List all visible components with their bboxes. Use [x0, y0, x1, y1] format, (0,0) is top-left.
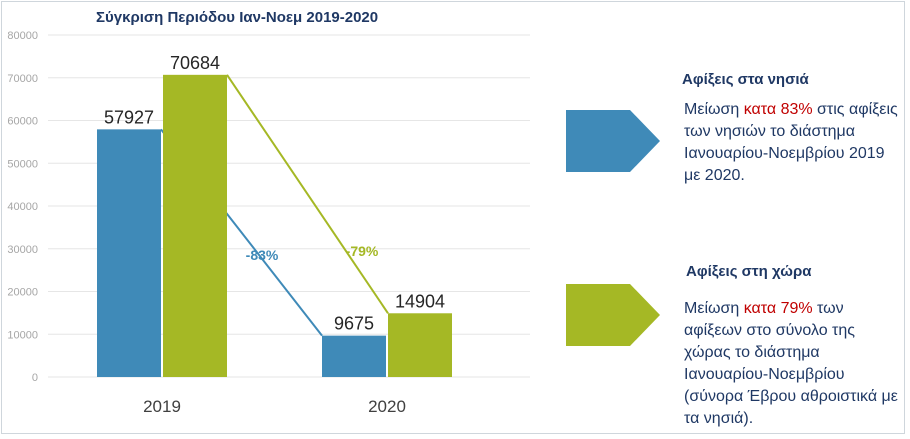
bar-chart: Σύγκριση Περιόδου Ιαν-Νοεμ 2019-2020 0 10…: [7, 9, 530, 416]
legend-islands-text-before: Μείωση: [684, 101, 744, 118]
legend-islands-text: Μείωση κατα 83% στις αφίξεις των νησιών …: [684, 99, 904, 187]
x-tick-label: 2020: [368, 397, 406, 416]
y-tick-label: 10000: [7, 329, 38, 341]
legend-islands-text-after: στις αφίξεις των νησιών το διάστημα Ιανο…: [684, 101, 898, 184]
change-label-0: -83%: [246, 247, 279, 263]
legend-country-text-after: των αφίξεων στο σύνολο της χώρας το διάσ…: [684, 300, 898, 427]
islands-arrow-icon: [566, 110, 660, 172]
legend-country: Αφίξεις στη χώρα Μείωση κατα 79% των αφί…: [566, 260, 906, 435]
data-label: 57927: [104, 107, 154, 127]
data-labels: 57927 9675 70684 14904 -83% -79%: [104, 53, 445, 334]
data-label: 9675: [334, 314, 374, 334]
legend-country-text-before: Μείωση: [684, 300, 744, 317]
y-tick-label: 20000: [7, 287, 38, 299]
legend-country-text: Μείωση κατα 79% των αφίξεων στο σύνολο τ…: [684, 298, 904, 430]
y-tick-label: 30000: [7, 244, 38, 256]
bar-1-1: [388, 313, 452, 377]
y-tick-label: 40000: [7, 201, 38, 213]
y-axis-ticks: 0 10000 20000 30000 40000 50000 60000 70000 8000…: [7, 30, 38, 384]
y-tick-label: 50000: [7, 158, 38, 170]
y-tick-label: 80000: [7, 30, 38, 42]
legend-islands-title: Αφίξεις στα νησιά: [682, 71, 809, 88]
x-axis-labels: 2019 2020: [143, 397, 406, 416]
country-arrow-icon: [566, 284, 660, 346]
trend-line-1: [226, 74, 389, 314]
x-tick-label: 2019: [143, 397, 181, 416]
data-label: 70684: [170, 53, 220, 73]
legend-islands: Αφίξεις στα νησιά Μείωση κατα 83% στις α…: [566, 62, 906, 202]
legend-islands-highlight: κατα 83%: [743, 101, 813, 118]
y-tick-label: 70000: [7, 73, 38, 85]
data-label: 14904: [395, 291, 445, 311]
y-tick-label: 0: [32, 372, 38, 384]
change-label-1: -79%: [346, 243, 379, 259]
bar-1-0: [163, 74, 227, 377]
legend-country-highlight: κατα 79%: [743, 300, 813, 317]
bar-0-0: [97, 129, 161, 377]
legend-country-title: Αφίξεις στη χώρα: [686, 263, 812, 280]
y-tick-label: 60000: [7, 116, 38, 128]
chart-title: Σύγκριση Περιόδου Ιαν-Νοεμ 2019-2020: [96, 9, 378, 26]
bars: [97, 74, 452, 377]
bar-0-1: [322, 335, 386, 377]
figure-frame: [1, 1, 905, 434]
